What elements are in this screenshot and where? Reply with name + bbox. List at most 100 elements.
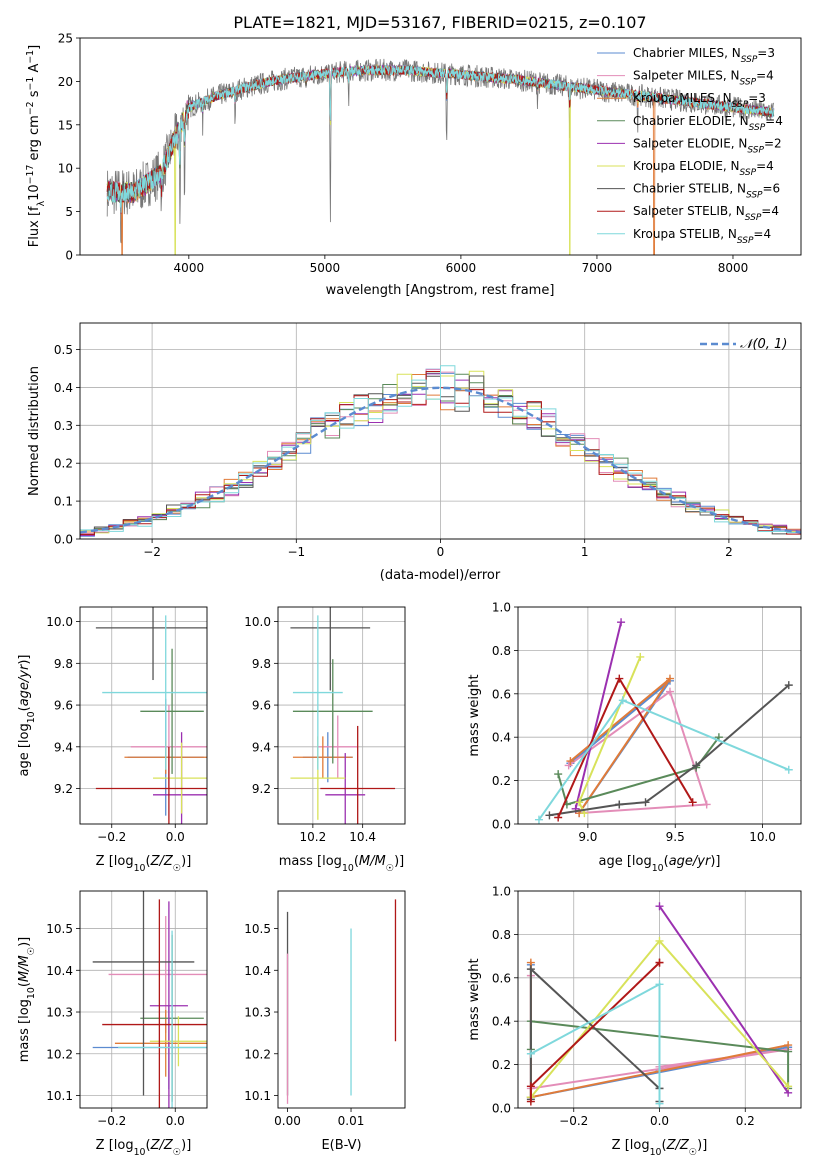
mass-weight-line-salpeter_elodie	[574, 621, 623, 810]
plot-area	[526, 902, 793, 1108]
mass-weight-line-chabrier_elodie	[557, 736, 720, 806]
mass-weight-marker-chabrier_stelib	[526, 965, 535, 974]
label-part: )]	[17, 654, 32, 664]
x-axis-label: age [log10(age/yr)]	[598, 854, 720, 874]
y-tick-label: 0.4	[492, 731, 511, 745]
x-axis-label: Z [log10(Z/Z☉)]	[612, 1138, 708, 1158]
label-part: Z [log	[96, 1138, 134, 1153]
legend-label: Kroupa MILES, NSSP=3	[633, 91, 766, 110]
label-part: −2	[25, 101, 36, 115]
label-part: ☉	[689, 1147, 697, 1158]
mass-weight-marker-salpeter_stelib	[526, 1097, 535, 1106]
y-tick-label: 0.2	[492, 1058, 511, 1072]
legend-label-part: SSP	[732, 100, 749, 110]
y-tick-label: 25	[58, 32, 73, 46]
mass-weight-marker-salpeter_miles	[564, 761, 573, 770]
plot-area	[290, 607, 396, 824]
legend-label-part: SSP	[741, 55, 758, 65]
x-tick-label: 0.0	[650, 1114, 669, 1128]
label-part: Z [log	[96, 854, 134, 869]
y-tick-label: 10.2	[244, 1047, 271, 1061]
x-axis-label: Z [log10(Z/Z☉)]	[96, 854, 192, 874]
panel-residual_distribution: −2 −1 0 1 2 0.0 0.1 0.2 0.3 0.4 0.5	[54, 322, 802, 559]
x-tick-label: 8000	[718, 261, 749, 275]
legend-label-part: =4	[756, 159, 774, 173]
y-tick-label: 0.0	[54, 533, 73, 547]
axes-frame	[517, 606, 802, 825]
label-part: 10	[650, 1147, 662, 1158]
mass-weight-marker-kroupa_miles	[665, 674, 674, 683]
panel-spectrum: 4000 5000 6000 7000 8000 0 5 10 15 20 25	[58, 32, 802, 275]
label-part: )]	[710, 854, 720, 869]
y-axis-label: mass weight	[467, 674, 482, 756]
y-tick-label: 9.4	[252, 740, 271, 754]
mass-weight-marker-kroupa_stelib	[526, 1049, 535, 1058]
legend-label-part: SSP	[740, 78, 757, 88]
legend-label: Salpeter STELIB, NSSP=4	[633, 204, 779, 223]
label-part: (	[146, 854, 151, 869]
y-tick-label: 0	[65, 249, 73, 263]
label-part: 10	[652, 863, 664, 874]
label-part: 10	[342, 863, 354, 874]
plot-area	[286, 899, 397, 1104]
x-tick-label: 6000	[446, 261, 477, 275]
mass-weight-marker-kroupa_stelib	[618, 696, 627, 705]
y-tick-label: 9.4	[54, 740, 73, 754]
legend-label-part: Chabrier ELODIE, N	[633, 114, 749, 128]
legend-label-part: Salpeter ELODIE, N	[633, 136, 747, 150]
x-tick-label: 0.0	[166, 830, 185, 844]
legend-label-part: =6	[763, 182, 781, 196]
mass-weight-marker-salpeter_stelib	[655, 958, 664, 967]
x-axis-label: Z [log10(Z/Z☉)]	[96, 1138, 192, 1158]
label-part: λ	[36, 200, 47, 206]
label-part: age [log	[598, 854, 651, 869]
y-tick-label: 10.4	[244, 964, 271, 978]
label-part: −1	[25, 77, 36, 91]
mass-weight-marker-salpeter_elodie	[655, 902, 664, 911]
x-tick-label: 0	[437, 545, 445, 559]
panel-mass_vs_ebv: 0.00 0.01 10.1 10.2 10.3 10.4 10.5	[244, 890, 406, 1128]
legend-label: Chabrier MILES, NSSP=3	[633, 46, 775, 65]
label-part: −1	[25, 50, 36, 64]
label-part: age/yr	[669, 854, 712, 869]
legend-label: 𝒩(0, 1)	[740, 337, 787, 352]
x-tick-label: 9.5	[666, 830, 685, 844]
mass-weight-marker-kroupa_stelib	[534, 815, 543, 824]
legend-label-part: Kroupa ELODIE, N	[633, 159, 740, 173]
label-part: )]	[17, 937, 32, 947]
label-part: ☉	[173, 863, 181, 874]
label-part: )]	[181, 854, 191, 869]
x-tick-label: 7000	[582, 261, 613, 275]
legend-label-part: SSP	[746, 191, 763, 201]
x-tick-label: 9.0	[578, 830, 597, 844]
label-part: 10	[26, 711, 37, 723]
mass-weight-marker-chabrier_stelib	[641, 798, 650, 807]
mass-weight-marker-chabrier_stelib	[784, 681, 793, 690]
mass-weight-marker-chabrier_stelib	[615, 800, 624, 809]
mass-weight-marker-salpeter_stelib	[554, 813, 563, 822]
mass-weight-marker-chabrier_stelib	[545, 811, 554, 820]
y-tick-label: 9.6	[252, 699, 271, 713]
y-axis-label: Flux [fλ10−17 erg cm−2 s−1 A−1]	[25, 45, 47, 247]
y-axis-label: mass weight	[467, 958, 482, 1040]
label-part: M/M	[17, 955, 32, 982]
plot-area	[92, 891, 207, 1108]
x-tick-label: 5000	[310, 261, 341, 275]
x-tick-label: −1	[287, 545, 305, 559]
mass-weight-marker-kroupa_stelib	[655, 1099, 664, 1108]
legend-label-part: =4	[753, 227, 771, 241]
y-tick-label: 9.2	[252, 782, 271, 796]
label-part: Z/Z	[666, 1138, 690, 1153]
legend-label-part: SSP	[747, 145, 764, 155]
legend-label-part: Chabrier STELIB, N	[633, 182, 746, 196]
y-tick-label: 0.5	[54, 343, 73, 357]
x-tick-label: 0.0	[166, 1114, 185, 1128]
plot-area	[534, 618, 793, 824]
x-tick-label: 1	[581, 545, 589, 559]
x-tick-label: 10.2	[300, 830, 327, 844]
legend-label-part: SSP	[740, 168, 757, 178]
y-tick-label: 10.4	[46, 964, 73, 978]
panel-mass_vs_metallicity: −0.2 0.0 10.1 10.2 10.3 10.4 10.5	[46, 890, 208, 1128]
y-tick-label: 0.0	[492, 1102, 511, 1116]
y-tick-label: 10.2	[46, 1047, 73, 1061]
